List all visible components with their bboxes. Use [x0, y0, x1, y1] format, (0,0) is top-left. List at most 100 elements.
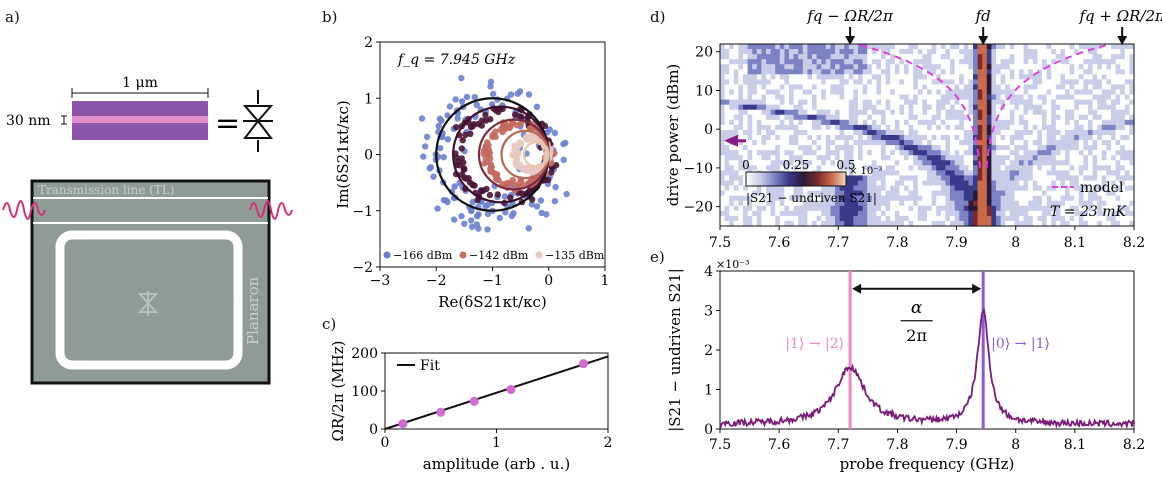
heatmap-cell: [733, 180, 739, 187]
heatmap-cell: [720, 185, 726, 192]
heatmap-cell: [1032, 49, 1038, 55]
heatmap-cell: [807, 145, 813, 151]
heatmap-cell: [743, 160, 749, 166]
heatmap-cell: [1000, 129, 1006, 136]
heatmap-cell: [936, 165, 942, 171]
heatmap-cell: [917, 190, 923, 197]
heatmap-cell: [899, 89, 905, 96]
heatmap-cell: [775, 160, 781, 166]
heatmap-cell: [904, 74, 910, 80]
heatmap-cell: [991, 44, 997, 50]
x-tick-label: 8: [1011, 437, 1020, 453]
heatmap-cell: [881, 160, 887, 166]
heatmap-cell: [991, 74, 997, 80]
heatmap-cell: [830, 74, 836, 80]
heatmap-cell: [876, 140, 882, 146]
heatmap-cell: [1074, 84, 1080, 91]
heatmap-cell: [1124, 160, 1130, 166]
heatmap-cell: [835, 155, 841, 161]
heatmap-cell: [1106, 205, 1112, 212]
heatmap-cell: [1120, 170, 1126, 177]
heatmap-cell: [1028, 59, 1034, 65]
heatmap-cell: [1055, 79, 1061, 86]
heatmap-cell: [881, 150, 887, 156]
heatmap-cell: [729, 175, 735, 182]
heatmap-cell: [775, 54, 781, 60]
heatmap-cell: [1060, 155, 1066, 161]
heatmap-cell: [968, 54, 974, 60]
x-tick-label: 8.1: [1064, 437, 1086, 453]
heatmap-cell: [1074, 89, 1080, 96]
heatmap-cell: [756, 195, 762, 202]
heatmap-cell: [816, 114, 822, 121]
heatmap-cell: [1069, 190, 1075, 197]
heatmap-cell: [743, 84, 749, 91]
heatmap-cell: [904, 200, 910, 207]
heatmap-cell: [738, 185, 744, 192]
x-tick-label: 7.5: [709, 437, 731, 453]
heatmap-cell: [867, 140, 873, 146]
heatmap-cell: [1124, 74, 1130, 80]
heatmap-cell: [775, 84, 781, 91]
transition-label: |0⟩ → |1⟩: [991, 336, 1050, 352]
heatmap-cell: [899, 74, 905, 80]
heatmap-cell: [1009, 210, 1015, 217]
heatmap-cell: [913, 74, 919, 80]
heatmap-cell: [1069, 64, 1075, 70]
heatmap-cell: [844, 89, 850, 96]
heatmap-cell: [1051, 215, 1057, 222]
heatmap-cell: [807, 220, 813, 227]
heatmap-cell: [1129, 150, 1135, 156]
heatmap-cell: [1120, 64, 1126, 70]
heatmap-cell: [839, 99, 845, 106]
heatmap-cell: [812, 155, 818, 161]
heatmap-cell: [1032, 150, 1038, 156]
heatmap-cell: [982, 155, 988, 161]
heatmap-cell: [1051, 150, 1057, 156]
heatmap-cell: [1120, 49, 1126, 55]
heatmap-cell: [862, 165, 868, 171]
heatmap-cell: [729, 200, 735, 207]
heatmap-cell: [724, 180, 730, 187]
heatmap-cell: [747, 185, 753, 192]
heatmap-cell: [899, 150, 905, 156]
heatmap-cell: [729, 59, 735, 65]
heatmap-cell: [1055, 99, 1061, 106]
heatmap-cell: [825, 69, 831, 75]
heatmap-cell: [940, 140, 946, 146]
heatmap-cell: [802, 74, 808, 80]
heatmap-cell: [1069, 185, 1075, 192]
heatmap-cell: [766, 84, 772, 91]
input-pulse-icon: [2, 200, 46, 220]
y-tick-label: −2: [352, 260, 373, 276]
heatmap-cell: [743, 54, 749, 60]
heatmap-cell: [973, 155, 979, 161]
heatmap-cell: [968, 99, 974, 106]
heatmap-cell: [1115, 94, 1121, 101]
heatmap-cell: [1023, 89, 1029, 96]
heatmap-cell: [756, 190, 762, 197]
heatmap-cell: [835, 59, 841, 65]
heatmap-cell: [954, 129, 960, 136]
heatmap-cell: [968, 210, 974, 217]
heatmap-cell: [1092, 155, 1098, 161]
heatmap-cell: [945, 129, 951, 136]
heatmap-cell: [779, 129, 785, 136]
heatmap-cell: [1014, 220, 1020, 227]
heatmap-cell: [1120, 160, 1126, 166]
heatmap-cell: [835, 190, 841, 197]
heatmap-cell: [1124, 180, 1130, 187]
heatmap-cell: [789, 79, 795, 86]
heatmap-cell: [1037, 84, 1043, 91]
heatmap-cell: [1060, 145, 1066, 151]
heatmap-cell: [945, 89, 951, 96]
heatmap-cell: [844, 170, 850, 177]
data-point: [471, 182, 478, 189]
heatmap-cell: [890, 135, 896, 141]
heatmap-cell: [986, 74, 992, 80]
heatmap-cell: [922, 114, 928, 121]
heatmap-cell: [1129, 140, 1135, 146]
heatmap-cell: [807, 200, 813, 207]
heatmap-cell: [996, 200, 1002, 207]
heatmap-cell: [1065, 205, 1071, 212]
